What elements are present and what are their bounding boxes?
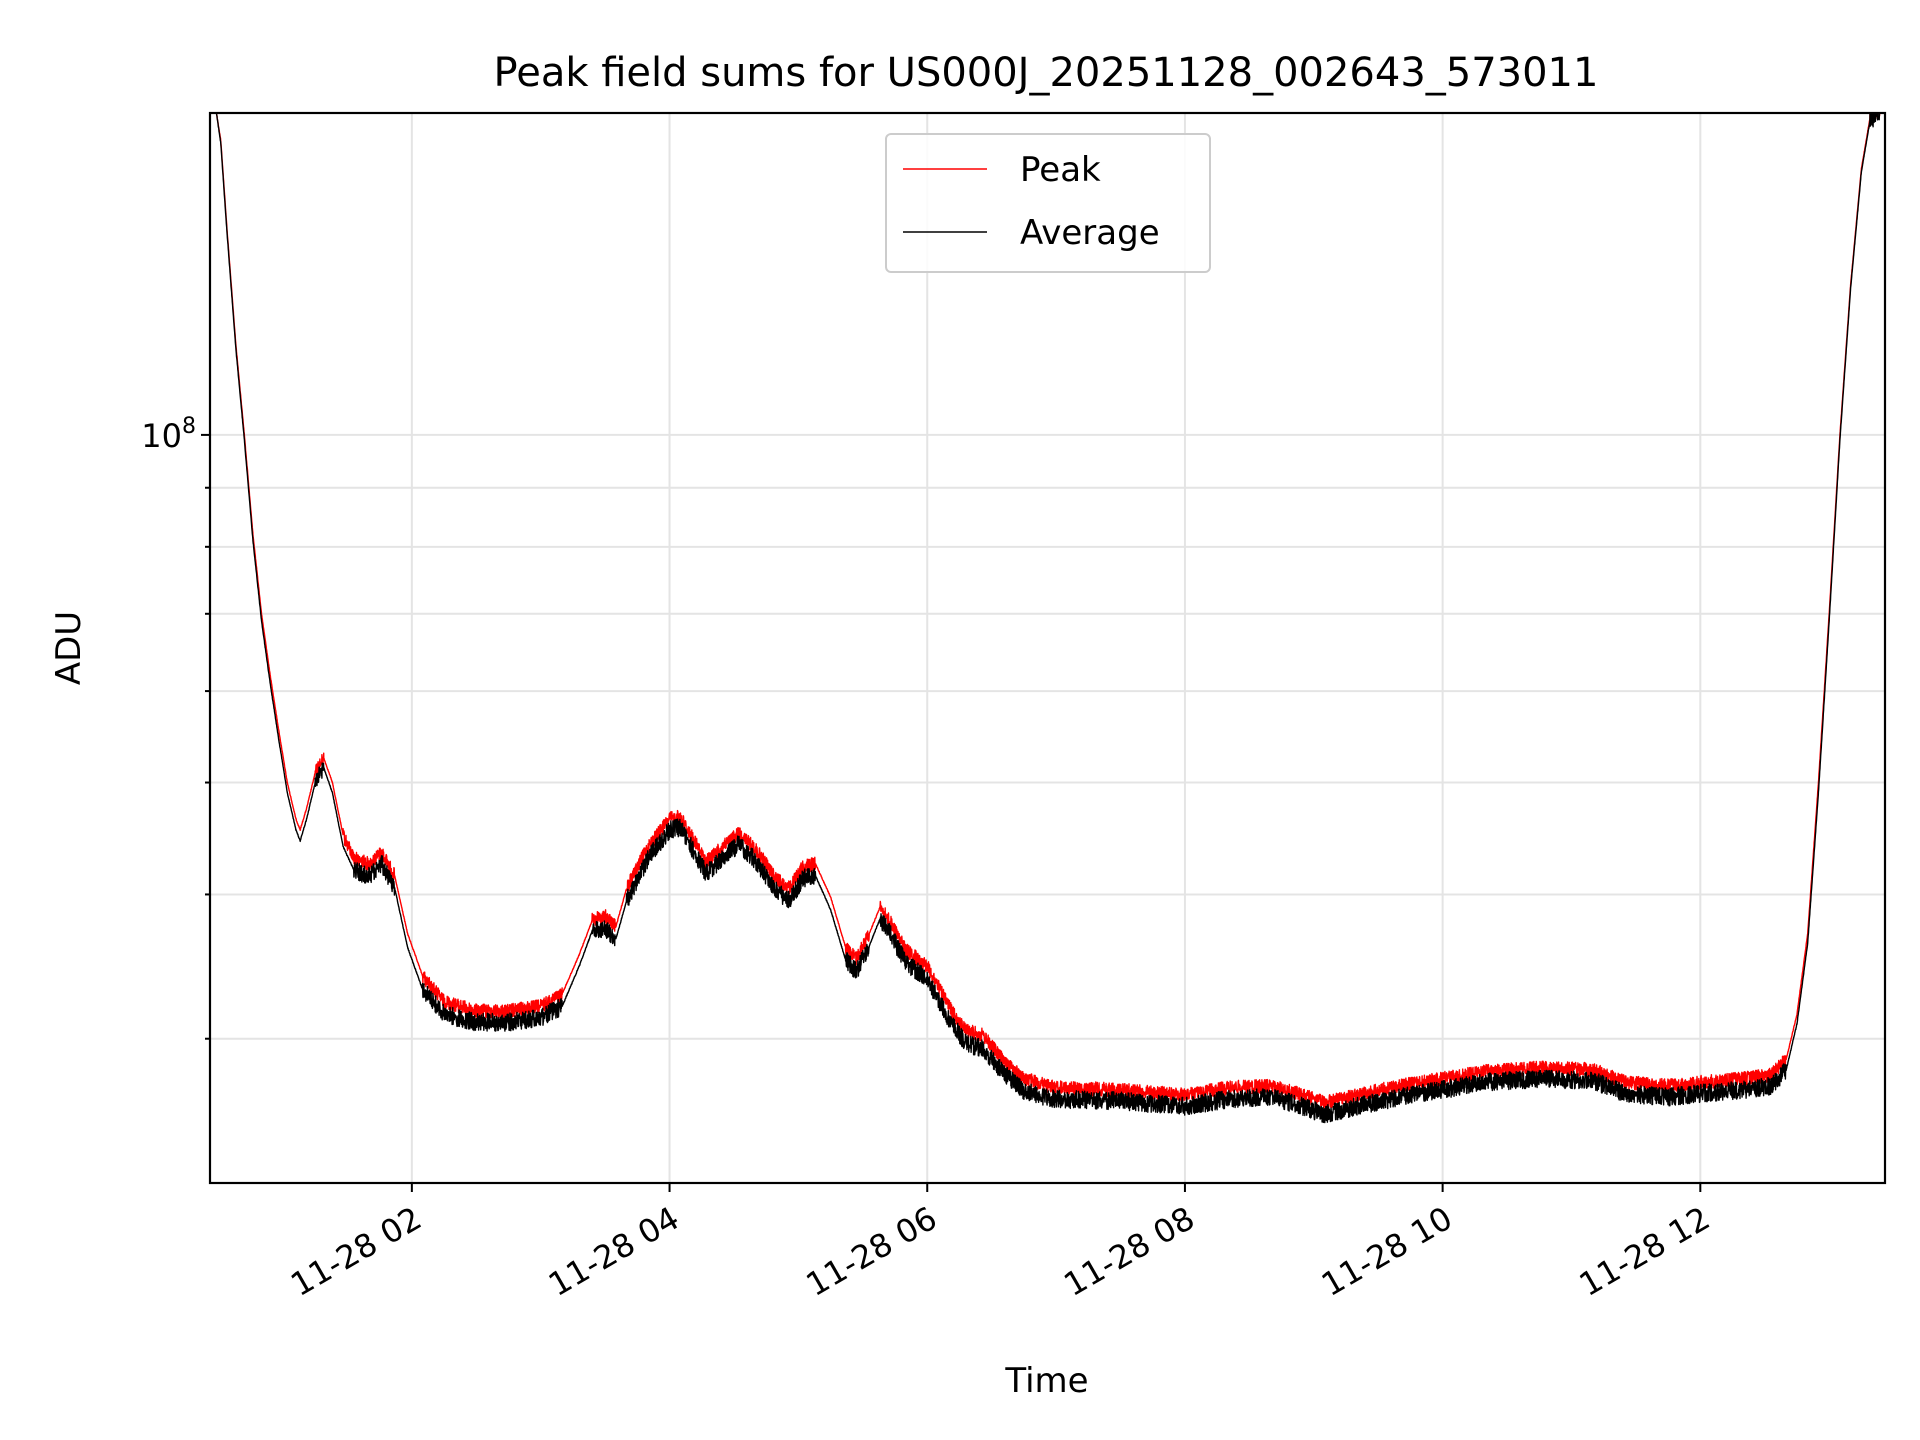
plot-area: [208, 111, 1887, 1185]
y-axis-label: ADU: [49, 611, 89, 685]
plot-frame: [208, 111, 1887, 1185]
x-axis-label: Time: [1004, 1361, 1088, 1401]
y-gridlines: [210, 433, 1885, 1040]
y-tick-label-exponent: 8: [182, 414, 196, 439]
chart-title: Peak field sums for US000J_20251128_0026…: [494, 50, 1599, 96]
legend-label-average: Average: [1020, 213, 1160, 253]
x-gridlines: [410, 113, 1702, 1183]
legend: Peak Average: [885, 133, 1211, 273]
series-layer: [215, 113, 1881, 1124]
legend-label-peak: Peak: [1020, 150, 1101, 190]
series-line-average: [215, 113, 1881, 1124]
